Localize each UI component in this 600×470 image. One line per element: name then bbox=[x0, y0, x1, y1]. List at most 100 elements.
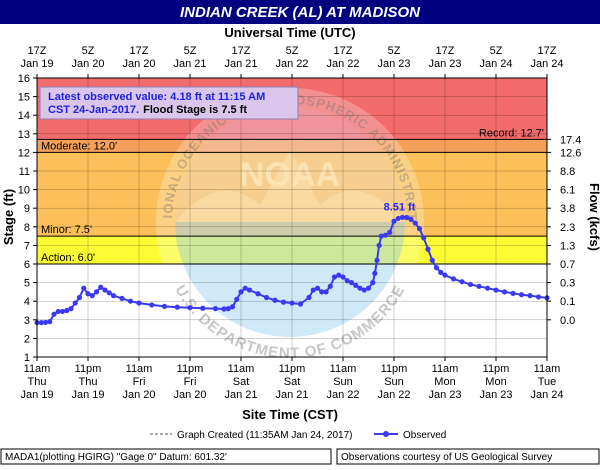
top-tick-label: Jan 22 bbox=[326, 58, 359, 70]
left-tick-label: 15 bbox=[18, 92, 30, 104]
threshold-label: Record: 12.7' bbox=[479, 127, 544, 139]
right-tick-label: 0.0 bbox=[560, 315, 575, 327]
footer-credit: Observations courtesy of US Geological S… bbox=[341, 452, 552, 463]
left-tick-label: 1 bbox=[24, 352, 30, 364]
left-tick-label: 13 bbox=[18, 129, 30, 141]
bottom-tick-label: Tue bbox=[538, 376, 557, 388]
right-tick-label: 8.8 bbox=[560, 166, 575, 178]
data-point bbox=[85, 291, 91, 297]
data-point bbox=[297, 301, 304, 307]
footer-right-box bbox=[336, 448, 600, 465]
data-point bbox=[399, 214, 406, 220]
bottom-tick-label: 11pm bbox=[75, 363, 102, 375]
x-axis-label: Site Time (CST) bbox=[242, 407, 338, 422]
data-point bbox=[442, 272, 448, 278]
top-tick-label: Jan 23 bbox=[377, 58, 410, 70]
right-tick-label: 17.4 bbox=[560, 134, 581, 146]
data-point bbox=[391, 218, 397, 224]
data-point bbox=[387, 229, 393, 235]
data-point bbox=[450, 276, 457, 282]
bottom-tick-label: Jan 20 bbox=[122, 389, 155, 401]
top-tick-label: 17Z bbox=[538, 45, 557, 57]
top-tick-label: 5Z bbox=[388, 45, 401, 57]
threshold-label: Action: 6.0' bbox=[41, 252, 95, 264]
top-tick-label: Jan 21 bbox=[224, 58, 257, 70]
top-tick-label: 17Z bbox=[28, 45, 47, 57]
data-point bbox=[357, 285, 363, 291]
info-line-1: Latest observed value: 4.18 ft at 11:15 … bbox=[48, 91, 265, 103]
left-tick-label: 10 bbox=[18, 185, 30, 197]
bottom-tick-label: Jan 21 bbox=[275, 389, 308, 401]
data-point bbox=[476, 283, 482, 289]
data-point bbox=[310, 287, 316, 293]
top-tick-label: 5Z bbox=[184, 45, 197, 57]
bottom-tick-label: Jan 20 bbox=[173, 389, 206, 401]
data-point bbox=[372, 270, 378, 276]
data-point bbox=[336, 272, 342, 278]
bottom-tick-label: Jan 19 bbox=[20, 389, 53, 401]
data-point bbox=[64, 307, 70, 314]
top-tick-label: Jan 20 bbox=[122, 58, 155, 70]
top-tick-label: Jan 20 bbox=[71, 58, 104, 70]
left-tick-label: 11 bbox=[19, 166, 30, 178]
bottom-tick-label: 11pm bbox=[279, 363, 306, 375]
data-point bbox=[98, 284, 104, 290]
data-point bbox=[438, 269, 444, 275]
legend-observed-text: Observed bbox=[403, 430, 446, 441]
top-axis-title: Universal Time (UTC) bbox=[224, 25, 355, 40]
bottom-tick-label: 11pm bbox=[483, 363, 510, 375]
top-tick-label: 5Z bbox=[82, 45, 95, 57]
bottom-tick-label: Fri bbox=[133, 376, 146, 388]
chart-title: INDIAN CREEK (AL) AT MADISON bbox=[180, 4, 421, 21]
bottom-tick-label: Sat bbox=[284, 376, 301, 388]
top-tick-label: 17Z bbox=[232, 45, 251, 57]
data-point bbox=[319, 289, 325, 295]
data-point bbox=[263, 294, 270, 301]
bottom-tick-label: Fri bbox=[184, 376, 197, 388]
data-point bbox=[280, 299, 287, 305]
top-tick-label: Jan 19 bbox=[20, 58, 53, 70]
bottom-tick-label: Thu bbox=[28, 376, 47, 388]
data-point bbox=[174, 304, 180, 310]
data-point bbox=[106, 290, 112, 296]
top-tick-label: 5Z bbox=[286, 45, 299, 57]
left-tick-label: 8 bbox=[24, 222, 30, 234]
data-point bbox=[200, 305, 206, 311]
left-tick-label: 3 bbox=[24, 315, 30, 327]
left-tick-label: 16 bbox=[18, 73, 30, 85]
bottom-tick-label: Jan 24 bbox=[530, 389, 563, 401]
bottom-tick-label: Jan 23 bbox=[428, 389, 461, 401]
data-point bbox=[72, 300, 78, 306]
data-point bbox=[459, 279, 465, 285]
footer-datum: MADA1(plotting HGIRG) "Gage 0" Datum: 60… bbox=[5, 452, 227, 463]
data-point bbox=[353, 282, 359, 288]
left-tick-label: 14 bbox=[18, 110, 30, 122]
data-point bbox=[527, 293, 533, 299]
bottom-tick-label: Mon bbox=[434, 376, 455, 388]
data-point bbox=[493, 287, 499, 293]
data-point bbox=[501, 289, 508, 295]
bottom-tick-label: Sun bbox=[333, 376, 353, 388]
top-tick-label: Jan 24 bbox=[479, 58, 512, 70]
bottom-tick-label: 11am bbox=[534, 363, 561, 375]
bottom-tick-label: 11am bbox=[228, 363, 255, 375]
legend-observed-marker bbox=[383, 431, 389, 437]
series-line bbox=[37, 216, 548, 324]
data-point bbox=[59, 308, 66, 315]
data-point bbox=[416, 226, 423, 232]
threshold-label: Minor: 7.5' bbox=[41, 224, 92, 236]
bottom-tick-label: 11am bbox=[432, 363, 459, 375]
data-point bbox=[382, 232, 389, 238]
latest-value-box: Latest observed value: 4.18 ft at 11:15 … bbox=[39, 86, 299, 120]
data-point bbox=[306, 294, 312, 301]
watermark-upper-half bbox=[175, 107, 405, 222]
left-tick-label: 4 bbox=[24, 296, 30, 308]
top-tick-label: 17Z bbox=[334, 45, 353, 57]
data-point bbox=[370, 280, 376, 286]
data-point bbox=[246, 287, 253, 293]
data-point bbox=[344, 278, 350, 284]
data-point bbox=[38, 319, 44, 326]
data-point bbox=[365, 285, 372, 291]
bottom-tick-label: Jan 23 bbox=[479, 389, 512, 401]
